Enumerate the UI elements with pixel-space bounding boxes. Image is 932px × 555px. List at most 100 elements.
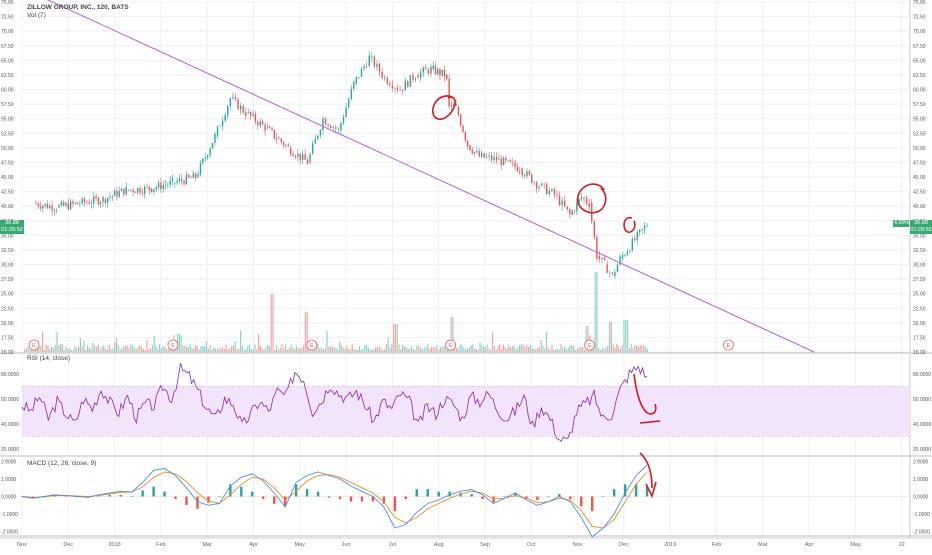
volume-bar [225, 344, 227, 352]
volume-bar [448, 349, 450, 352]
macd-histogram-bar [514, 492, 517, 497]
candle-body [340, 122, 342, 131]
volume-bar [430, 346, 432, 352]
volume-bar [369, 349, 371, 352]
candle-body [453, 104, 455, 106]
candle-body [178, 178, 181, 182]
volume-bar [270, 294, 272, 352]
volume-bar [313, 349, 315, 352]
candle-body [297, 153, 299, 158]
candle-body [314, 138, 316, 144]
volume-bar [209, 345, 211, 352]
volume-bar [157, 348, 159, 352]
volume-bar [439, 347, 441, 352]
volume-bar [465, 349, 467, 352]
candle-body [74, 202, 76, 204]
volume-bar [501, 348, 503, 352]
volume-bar [304, 312, 306, 352]
candle-body [401, 89, 404, 91]
macd-label[interactable]: MACD (12, 26, close, 9) [27, 460, 97, 467]
volume-bar [261, 348, 263, 352]
macd-tick-left: -2.0000 [1, 530, 18, 536]
volume-bar [76, 347, 78, 352]
macd-histogram-bar [174, 496, 177, 499]
macd-tick-left: 2.0000 [1, 460, 17, 466]
volume-bar [621, 345, 623, 352]
candle-body [245, 112, 247, 117]
price-tick-right: 30.00 [913, 263, 926, 269]
candle-body [358, 76, 360, 78]
candle-body [439, 69, 441, 76]
candle-body [606, 264, 608, 273]
volume-bar [319, 347, 321, 352]
volume-bar [443, 345, 445, 352]
volume-bar [632, 347, 634, 352]
volume-bar [193, 348, 195, 352]
volume-bar [456, 347, 458, 352]
candle-body [69, 201, 72, 210]
x-tick-label: 2018 [108, 542, 120, 548]
volume-bar [252, 349, 254, 352]
volume-bar [452, 317, 454, 352]
candle-body [174, 182, 176, 184]
volume-bar [272, 294, 274, 352]
volume-bar [645, 346, 647, 352]
price-tick-right: 65.00 [913, 58, 926, 64]
volume-bar [286, 349, 288, 352]
volume-bar [407, 348, 409, 352]
price-tick-left: 75.00 [1, 0, 14, 6]
candle-body [412, 75, 414, 80]
volume-bar [241, 345, 243, 352]
volume-bar [580, 347, 582, 352]
volume-bar [488, 348, 490, 352]
candle-body [543, 183, 545, 185]
candle-body [83, 198, 86, 203]
volume-bar [618, 345, 620, 352]
candle-body [127, 189, 130, 191]
volume-bar [364, 344, 366, 352]
volume-bar [130, 344, 132, 352]
earnings-e-letter: E [727, 343, 731, 349]
volume-bar [322, 349, 324, 352]
volume-bar [301, 347, 303, 352]
volume-bar [358, 346, 360, 352]
x-tick-label: Apr [249, 542, 258, 548]
candle-body [171, 178, 174, 181]
candle-body [636, 232, 638, 241]
x-tick-label: Nov [573, 542, 583, 548]
volume-bar [634, 345, 636, 352]
candle-body [53, 210, 56, 212]
price-tick-left: 62.50 [1, 73, 14, 79]
rsi-label[interactable]: RSI (14, close) [27, 355, 70, 362]
volume-bar [94, 345, 96, 352]
candle-body [490, 155, 493, 161]
volume-bar [391, 344, 393, 352]
volume-bar [222, 347, 224, 352]
volume-bar [461, 344, 463, 352]
candle-body [266, 127, 269, 128]
volume-bar [558, 349, 560, 352]
volume-bar [218, 348, 220, 352]
candle-body [118, 191, 120, 197]
volume-bar [434, 347, 436, 352]
price-tick-left: 20.00 [1, 321, 14, 327]
volume-bar [353, 349, 355, 352]
candle-body [569, 209, 571, 215]
candle-body [185, 174, 188, 185]
volume-bar [591, 349, 593, 352]
volume-bar [40, 345, 42, 352]
candle-body [60, 201, 63, 206]
volume-bar [432, 347, 434, 352]
candle-body [614, 272, 616, 277]
volume-bar [474, 348, 476, 352]
volume-bar [578, 347, 580, 352]
candle-body [214, 133, 216, 143]
volume-bar [598, 348, 600, 352]
volume-bar [351, 344, 353, 352]
macd-histogram-bar [459, 492, 462, 497]
macd-histogram-bar [481, 496, 484, 499]
volume-bar [184, 345, 186, 352]
candle-body [417, 74, 419, 78]
candle-body [383, 76, 386, 78]
